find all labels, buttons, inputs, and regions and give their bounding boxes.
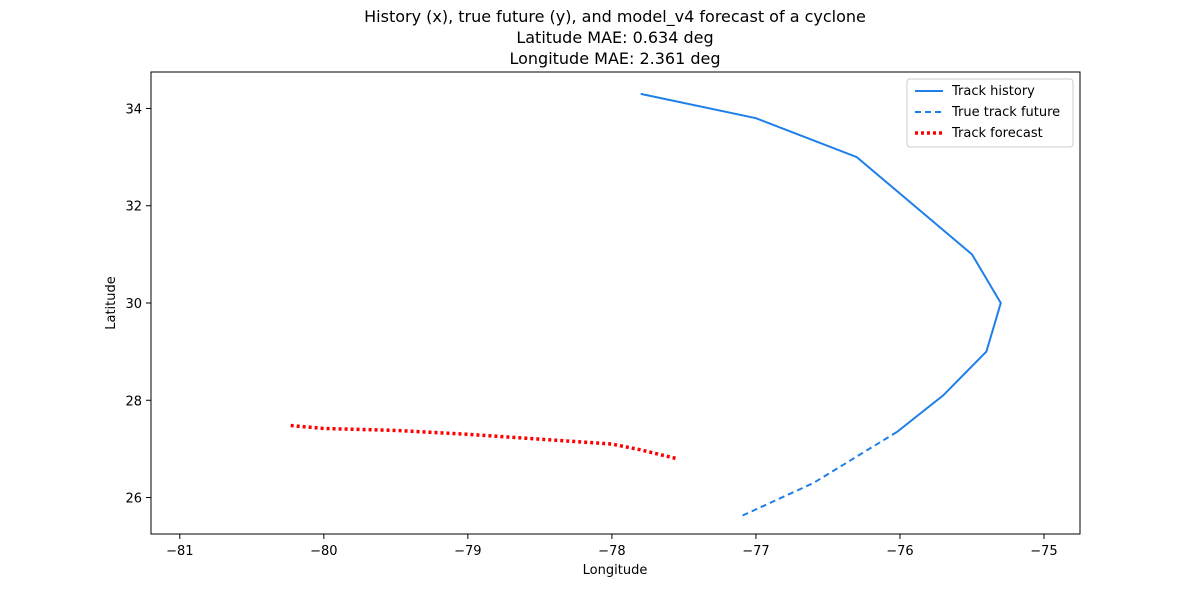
x-axis-label: Longitude: [583, 563, 648, 578]
legend-label-track-history: Track history: [951, 84, 1035, 99]
y-tick-label: 34: [125, 102, 142, 117]
series-line-track-forecast: [290, 423, 678, 461]
y-tick-label: 30: [125, 297, 142, 312]
series-line-track-history: [640, 92, 1002, 433]
chart-title: History (x), true future (y), and model_…: [364, 7, 866, 27]
longitude-mae-subtitle: Longitude MAE: 2.361 deg: [509, 49, 720, 68]
x-tick-label: −75: [1030, 544, 1057, 559]
legend-label-true-track-future: True track future: [951, 105, 1060, 120]
series-layer: [290, 92, 1002, 517]
legend-label-track-forecast: Track forecast: [951, 126, 1043, 141]
plot-frame: [150, 71, 1081, 535]
y-tick-label: 32: [125, 200, 142, 215]
y-tick-label: 26: [125, 492, 142, 507]
y-axis-label: Latitude: [104, 276, 119, 330]
x-tick-label: −77: [742, 544, 769, 559]
legend-box: [906, 78, 1074, 148]
x-tick-label: −76: [886, 544, 913, 559]
series-line-true-track-future: [741, 431, 898, 517]
x-tick-label: −81: [166, 544, 193, 559]
y-tick-label: 28: [125, 394, 142, 409]
x-tick-label: −78: [598, 544, 625, 559]
axis-ticks: −81 −80 −79 −78 −77 −76 −75 26 28 30 32 34: [125, 102, 1057, 559]
legend: Track history True track future Track fo…: [906, 78, 1074, 148]
x-tick-label: −79: [454, 544, 481, 559]
x-tick-label: −80: [310, 544, 337, 559]
latitude-mae-subtitle: Latitude MAE: 0.634 deg: [516, 28, 713, 47]
